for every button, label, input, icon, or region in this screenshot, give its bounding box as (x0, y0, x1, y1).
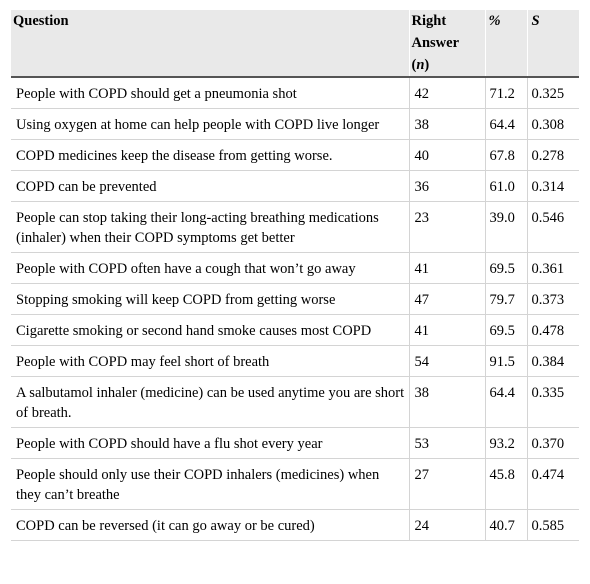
table-row: Cigarette smoking or second hand smoke c… (11, 314, 579, 346)
table-row: COPD medicines keep the disease from get… (11, 139, 579, 171)
percent-cell: 45.8 (484, 458, 527, 510)
table-header: Question Right Answer (n) % S (11, 10, 579, 78)
percent-cell: 39.0 (484, 201, 527, 253)
table-row: A salbutamol inhaler (medicine) can be u… (11, 376, 579, 428)
header-question: Question (11, 10, 409, 78)
s-value-cell: 0.585 (526, 509, 579, 541)
right-answer-count-cell: 38 (408, 376, 485, 428)
right-answer-count-cell: 42 (408, 77, 485, 109)
table-row: People with COPD should have a flu shot … (11, 427, 579, 459)
question-cell: Cigarette smoking or second hand smoke c… (11, 314, 409, 346)
question-cell: COPD can be prevented (11, 170, 409, 202)
s-value-cell: 0.278 (526, 139, 579, 171)
table-row: People can stop taking their long-acting… (11, 201, 579, 253)
percent-cell: 40.7 (484, 509, 527, 541)
right-answer-count-cell: 36 (408, 170, 485, 202)
percent-cell: 64.4 (484, 108, 527, 140)
percent-cell: 64.4 (484, 376, 527, 428)
s-value-cell: 0.478 (526, 314, 579, 346)
s-value-cell: 0.474 (526, 458, 579, 510)
s-value-cell: 0.314 (526, 170, 579, 202)
s-value-cell: 0.308 (526, 108, 579, 140)
header-right-answer-n: n (416, 57, 425, 73)
s-value-cell: 0.370 (526, 427, 579, 459)
header-row: Question Right Answer (n) % S (11, 10, 579, 78)
header-right-answer-close-paren: ) (424, 57, 430, 73)
question-cell: People with COPD may feel short of breat… (11, 345, 409, 377)
s-value-cell: 0.325 (526, 77, 579, 109)
percent-cell: 69.5 (484, 252, 527, 284)
s-value-cell: 0.373 (526, 283, 579, 315)
right-answer-count-cell: 53 (408, 427, 485, 459)
percent-cell: 61.0 (484, 170, 527, 202)
question-cell: COPD medicines keep the disease from get… (11, 139, 409, 171)
percent-cell: 91.5 (484, 345, 527, 377)
table-row: COPD can be reversed (it can go away or … (11, 509, 579, 541)
percent-cell: 71.2 (484, 77, 527, 109)
question-cell: Using oxygen at home can help people wit… (11, 108, 409, 140)
right-answer-count-cell: 23 (408, 201, 485, 253)
header-right-answer: Right Answer (n) (408, 10, 485, 78)
header-right-answer-open-paren: ( (411, 57, 417, 73)
copd-knowledge-table: Question Right Answer (n) % S People with … (11, 10, 579, 541)
question-cell: People with COPD often have a cough that… (11, 252, 409, 284)
question-cell: People with COPD should get a pneumonia … (11, 77, 409, 109)
table-row: COPD can be prevented 36 61.0 0.314 (11, 170, 579, 202)
header-right-answer-line2: Answer (411, 35, 460, 51)
question-cell: COPD can be reversed (it can go away or … (11, 509, 409, 541)
table-row: People should only use their COPD inhale… (11, 458, 579, 510)
right-answer-count-cell: 40 (408, 139, 485, 171)
right-answer-count-cell: 54 (408, 345, 485, 377)
question-cell: Stopping smoking will keep COPD from get… (11, 283, 409, 315)
table-row: People with COPD should get a pneumonia … (11, 77, 579, 109)
question-cell: People can stop taking their long-acting… (11, 201, 409, 253)
s-value-cell: 0.384 (526, 345, 579, 377)
right-answer-count-cell: 47 (408, 283, 485, 315)
percent-cell: 67.8 (484, 139, 527, 171)
question-cell: People should only use their COPD inhale… (11, 458, 409, 510)
percent-cell: 69.5 (484, 314, 527, 346)
table-row: People with COPD often have a cough that… (11, 252, 579, 284)
right-answer-count-cell: 41 (408, 252, 485, 284)
table-row: Using oxygen at home can help people wit… (11, 108, 579, 140)
right-answer-count-cell: 41 (408, 314, 485, 346)
header-s: S (526, 10, 579, 78)
right-answer-count-cell: 24 (408, 509, 485, 541)
question-cell: A salbutamol inhaler (medicine) can be u… (11, 376, 409, 428)
question-cell: People with COPD should have a flu shot … (11, 427, 409, 459)
s-value-cell: 0.361 (526, 252, 579, 284)
header-percent: % (484, 10, 527, 78)
right-answer-count-cell: 27 (408, 458, 485, 510)
table-row: Stopping smoking will keep COPD from get… (11, 283, 579, 315)
table-body: People with COPD should get a pneumonia … (11, 77, 579, 541)
right-answer-count-cell: 38 (408, 108, 485, 140)
percent-cell: 93.2 (484, 427, 527, 459)
s-value-cell: 0.335 (526, 376, 579, 428)
header-right-answer-line1: Right (411, 13, 447, 29)
s-value-cell: 0.546 (526, 201, 579, 253)
percent-cell: 79.7 (484, 283, 527, 315)
table-row: People with COPD may feel short of breat… (11, 345, 579, 377)
